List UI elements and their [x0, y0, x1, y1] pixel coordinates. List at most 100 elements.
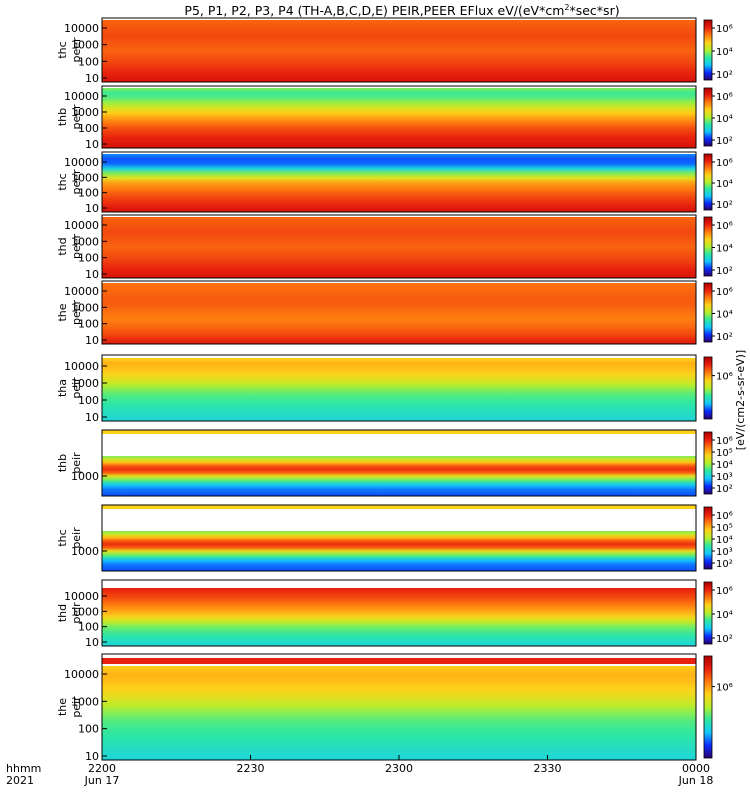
panel-ylabel-product: peer — [70, 234, 83, 260]
colorbar-tick-label: 10⁵ — [716, 448, 733, 459]
panel-ylabel-product: peer — [70, 169, 83, 195]
colorbar-tick-label: 10³ — [716, 472, 733, 483]
colorbar-tick-label: 10⁵ — [716, 523, 733, 534]
colorbar-tick-label: 10⁴ — [716, 114, 733, 125]
colorbar-tick-label: 10⁶ — [716, 92, 733, 103]
x-tick-label: 2200 — [88, 762, 116, 775]
panel-frame — [101, 429, 697, 497]
y-tick-label: 100 — [78, 394, 99, 407]
x-tick-label: 2330 — [534, 762, 562, 775]
spectrogram — [102, 531, 696, 571]
panel-band — [102, 654, 696, 658]
colorbar — [703, 506, 713, 570]
spectrogram — [102, 88, 696, 148]
y-tick-label: 100 — [78, 318, 99, 331]
colorbar-tick-label: 10² — [716, 266, 733, 277]
y-tick-label: 1000 — [71, 171, 99, 184]
colorbar-tick-label: 10⁴ — [716, 610, 733, 621]
y-tick-label: 100 — [78, 187, 99, 200]
y-tick-label: 1000 — [71, 39, 99, 52]
panel-frame — [101, 17, 697, 83]
y-tick-label: 10000 — [64, 22, 99, 35]
y-tick-label: 10 — [85, 750, 99, 763]
x-tick-label: 2300 — [385, 762, 413, 775]
y-tick-label: 1000 — [71, 470, 99, 483]
colorbar — [703, 153, 713, 211]
y-tick-label: 100 — [78, 723, 99, 736]
panel-thb-peer: 10 100 1000 10000 thb peer 10² 10⁴ 10⁶ — [56, 85, 733, 151]
y-tick-label: 10000 — [64, 285, 99, 298]
colorbar-tick-label: 10² — [716, 200, 733, 211]
colorbar-tick-label: 10⁴ — [716, 460, 733, 471]
panel-ylabel-probe: thc — [56, 529, 69, 546]
panel-ylabel-probe: the — [56, 303, 69, 321]
colorbar-tick-label: 10² — [716, 332, 733, 343]
panel-frame — [101, 151, 697, 213]
panel-ylabel-product: peir — [70, 527, 83, 549]
colorbar-tick-label: 10⁶ — [716, 586, 733, 597]
panel-thc-peer: 10 100 1000 10000 thc peer 10² 10⁴ 10⁶ — [56, 151, 733, 215]
y-tick-label: 10000 — [64, 360, 99, 373]
colorbar — [703, 87, 713, 147]
panel-frame — [101, 354, 697, 422]
colorbar — [703, 581, 713, 645]
colorbar-tick-label: 10⁴ — [716, 310, 733, 321]
panel-band — [102, 505, 696, 509]
panel-thd-peer: 10 100 1000 10000 thd peer 10² 10⁴ 10⁶ — [56, 214, 733, 281]
panel-frame — [101, 579, 697, 647]
y-tick-label: 100 — [78, 252, 99, 265]
y-tick-label: 10 — [85, 202, 99, 215]
panel-band — [102, 664, 696, 666]
y-tick-label: 10000 — [64, 219, 99, 232]
panel-frame — [101, 280, 697, 345]
y-tick-label: 1000 — [71, 235, 99, 248]
y-tick-label: 10000 — [64, 156, 99, 169]
x-tick-label: 0000 — [682, 762, 710, 775]
colorbar-tick-label: 10⁴ — [716, 244, 733, 255]
spectrogram — [102, 358, 696, 421]
spectrogram — [102, 217, 696, 278]
panel-ylabel-product: peir — [70, 377, 83, 399]
y-tick-label: 10 — [85, 334, 99, 347]
colorbar-tick-label: 10⁴ — [716, 47, 733, 58]
panel-ylabel-probe: thb — [56, 108, 69, 126]
panel-ylabel-product: peer — [70, 300, 83, 326]
panel-ylabel-product: peer — [70, 37, 83, 63]
panel-ylabel-product: peir — [70, 452, 83, 474]
panel-ylabel-product: peer — [70, 104, 83, 130]
panel-frame — [101, 504, 697, 572]
colorbar-tick-label: 10⁶ — [716, 511, 733, 522]
colorbar-tick-label: 10⁶ — [716, 287, 733, 298]
colorbar — [703, 19, 713, 81]
y-tick-label: 1000 — [71, 605, 99, 618]
corner-label-year: 2021 — [6, 774, 34, 787]
panel-ylabel-probe: thb — [56, 454, 69, 472]
panel-band — [102, 658, 696, 664]
y-tick-label: 10000 — [64, 590, 99, 603]
spectrogram — [102, 666, 696, 760]
y-tick-label: 10000 — [64, 90, 99, 103]
x-tick-date: Jun 18 — [678, 774, 714, 787]
panel-the-peer: 10 100 1000 10000 the peer 10² 10⁴ 10⁶ — [56, 280, 733, 347]
colorbar-tick-label: 10⁶ — [716, 24, 733, 35]
colorbar — [703, 216, 713, 277]
panel-band — [102, 434, 696, 456]
spectrogram — [102, 588, 696, 646]
panel-band — [102, 509, 696, 531]
y-tick-label: 100 — [78, 621, 99, 634]
y-tick-label: 100 — [78, 122, 99, 135]
colorbar-tick-label: 10⁶ — [716, 683, 733, 694]
y-tick-label: 1000 — [71, 545, 99, 558]
panel-the-peir: 10 100 1000 10000 the peir 10⁶ — [56, 653, 733, 763]
panel-ylabel-probe: thd — [56, 237, 69, 255]
y-tick-label: 10000 — [64, 668, 99, 681]
colorbar-tick-label: 10² — [716, 136, 733, 147]
colorbar — [703, 356, 713, 420]
y-tick-label: 10 — [85, 72, 99, 85]
